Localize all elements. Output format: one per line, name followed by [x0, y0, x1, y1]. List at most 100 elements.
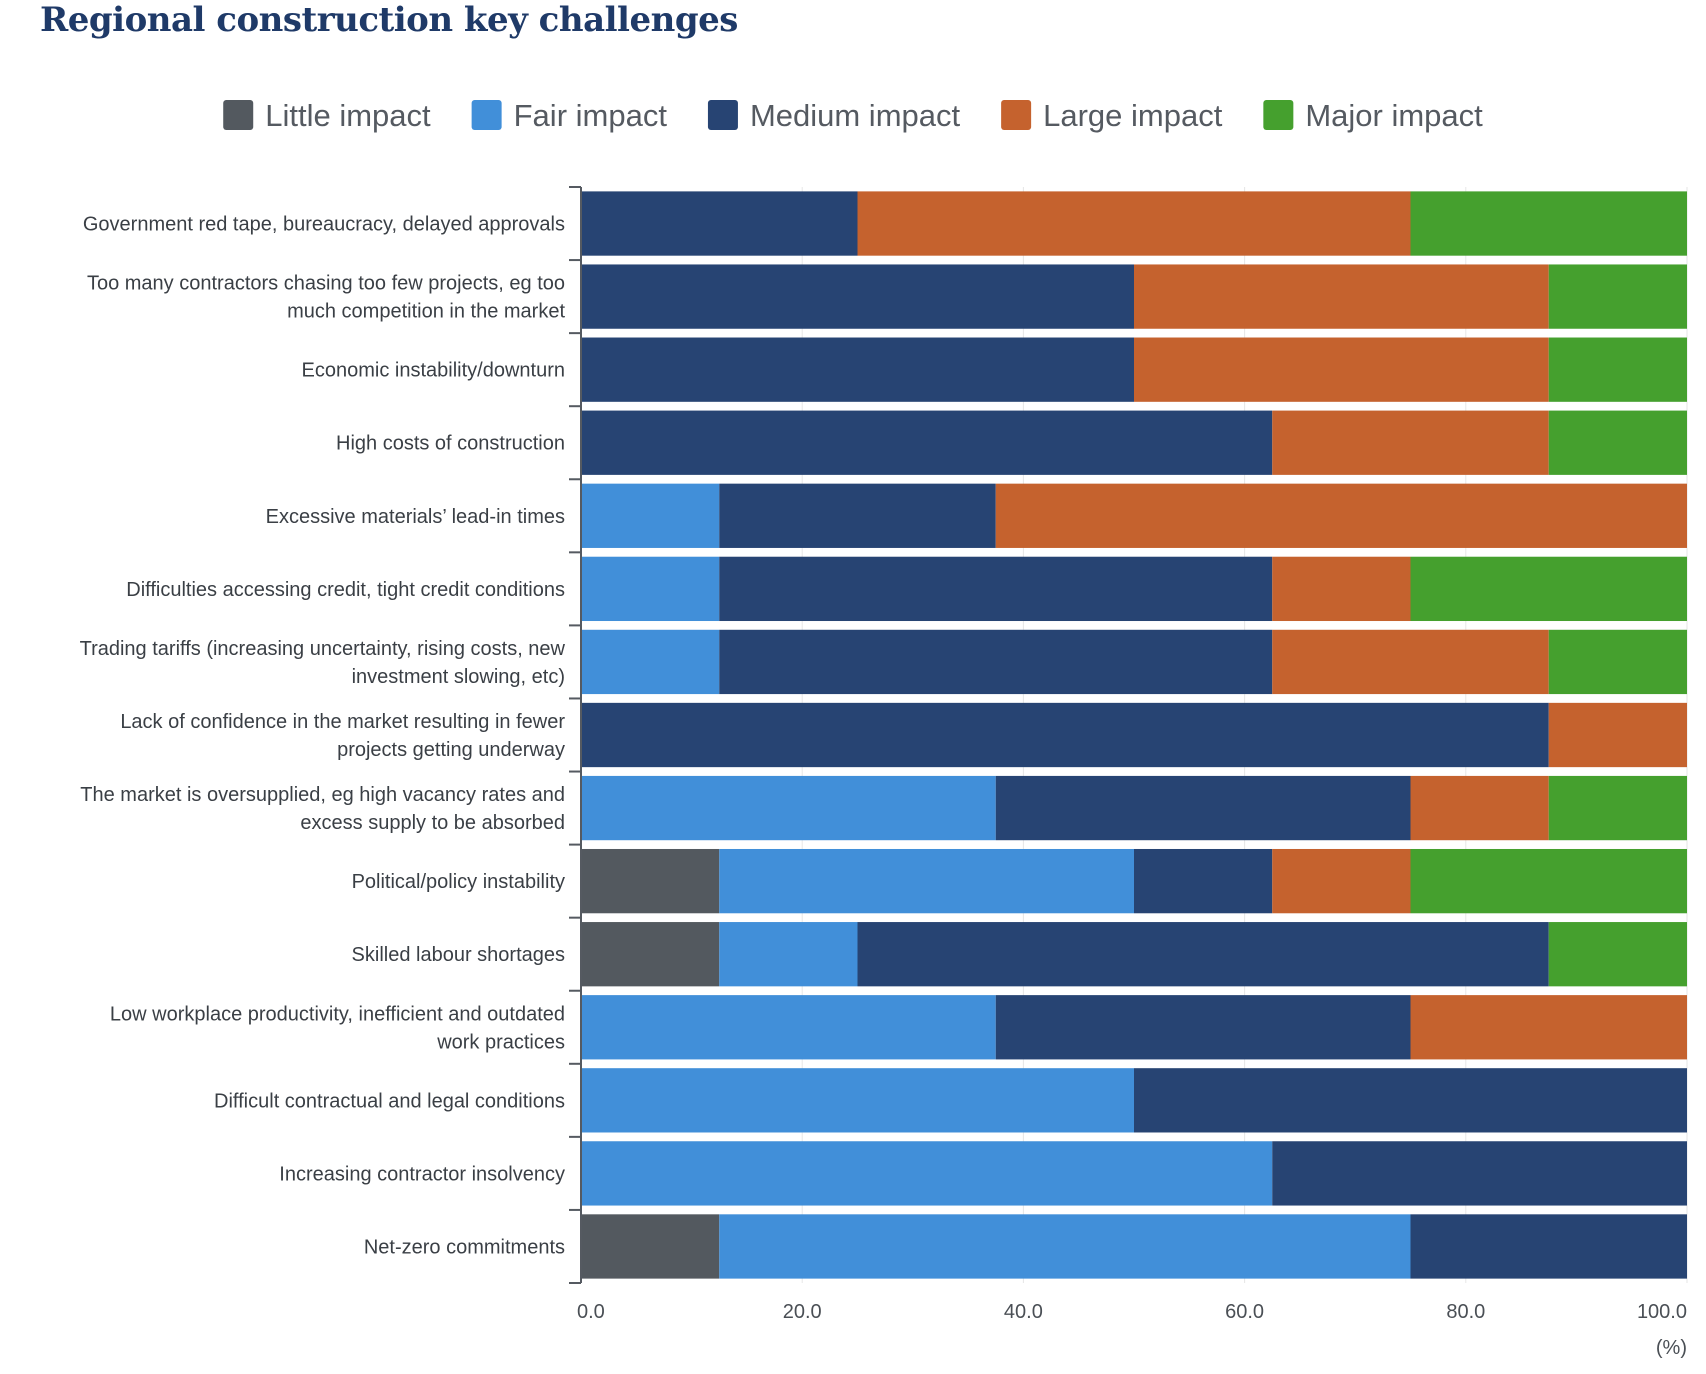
legend-swatch — [223, 100, 254, 130]
legend: Little impact Fair impact Medium impact Lar… — [223, 98, 1483, 133]
bar-fair-impact — [581, 483, 720, 548]
bar-large-impact — [1410, 995, 1687, 1060]
category-label-line: Low workplace productivity, inefficient … — [110, 1003, 565, 1025]
bar-medium-impact — [581, 191, 858, 256]
legend-swatch — [1263, 100, 1294, 130]
bar-medium-impact — [1134, 848, 1273, 914]
bar-large-impact — [1548, 702, 1687, 768]
bar-medium-impact — [857, 922, 1549, 987]
category-label-line: Political/policy instability — [352, 871, 565, 893]
category-label: Economic instability/downturn — [302, 360, 565, 382]
bar-major-impact — [1410, 556, 1687, 622]
category-label: Difficult contractual and legal conditio… — [214, 1090, 565, 1112]
category-label: Skilled labour shortages — [352, 944, 565, 966]
legend-swatch — [707, 100, 738, 130]
bar-major-impact — [1548, 629, 1687, 695]
category-label-line: Government red tape, bureaucracy, delaye… — [83, 214, 565, 236]
x-tick-label: 80.0 — [1446, 1301, 1485, 1323]
category-label: The market is oversupplied, eg high vaca… — [80, 784, 565, 834]
bar-little-impact — [581, 922, 720, 987]
x-axis: 0.0 20.0 40.0 60.0 80.0 100.0 (%) — [577, 1301, 1687, 1359]
category-label: Too many contractors chasing too few pro… — [87, 273, 565, 323]
legend-item[interactable]: Fair impact — [471, 98, 668, 133]
category-label: Net-zero commitments — [364, 1236, 565, 1258]
category-label-line: Too many contractors chasing too few pro… — [87, 273, 565, 295]
legend-label: Fair impact — [514, 98, 668, 133]
bar-medium-impact — [1272, 1141, 1687, 1206]
bars — [581, 191, 1687, 1279]
bar-major-impact — [1548, 775, 1687, 841]
category-label-line: Net-zero commitments — [364, 1236, 565, 1258]
bar-major-impact — [1548, 922, 1687, 987]
bar-fair-impact — [719, 922, 858, 987]
category-label: High costs of construction — [336, 433, 565, 455]
bar-large-impact — [857, 191, 1411, 256]
bar-large-impact — [1272, 848, 1411, 914]
bar-medium-impact — [995, 995, 1411, 1060]
x-axis-label: (%) — [1656, 1337, 1687, 1359]
bar-large-impact — [1272, 410, 1549, 475]
bar-medium-impact — [581, 410, 1273, 475]
bar-medium-impact — [719, 556, 1273, 622]
category-label: Low workplace productivity, inefficient … — [110, 1003, 565, 1053]
legend-label: Medium impact — [750, 98, 961, 133]
category-label-line: Economic instability/downturn — [302, 360, 565, 382]
bar-fair-impact — [581, 775, 996, 841]
category-label-line: Trading tariffs (increasing uncertainty,… — [80, 638, 566, 660]
bar-major-impact — [1410, 191, 1687, 256]
category-label: Increasing contractor insolvency — [279, 1163, 565, 1185]
x-tick-label: 0.0 — [577, 1301, 605, 1323]
bar-medium-impact — [581, 264, 1134, 329]
bar-major-impact — [1548, 337, 1687, 402]
category-label-line: Lack of confidence in the market resulti… — [120, 711, 565, 733]
x-tick-label: 60.0 — [1225, 1301, 1264, 1323]
bar-medium-impact — [719, 483, 996, 548]
bar-fair-impact — [581, 995, 996, 1060]
legend-item[interactable]: Medium impact — [707, 98, 961, 133]
bar-fair-impact — [581, 629, 720, 695]
category-label-line: Excessive materials’ lead-in times — [266, 506, 565, 528]
legend-swatch — [471, 100, 502, 130]
category-labels: Government red tape, bureaucracy, delaye… — [80, 214, 566, 1259]
legend-label: Major impact — [1305, 98, 1483, 133]
legend-item[interactable]: Little impact — [223, 98, 431, 133]
bar-large-impact — [1134, 264, 1549, 329]
bar-fair-impact — [719, 848, 1134, 914]
bar-medium-impact — [581, 337, 1134, 402]
category-label-line: Difficulties accessing credit, tight cre… — [126, 579, 565, 601]
legend-label: Large impact — [1043, 98, 1223, 133]
x-tick-label: 20.0 — [783, 1301, 822, 1323]
category-label: Lack of confidence in the market resulti… — [120, 711, 565, 761]
bar-large-impact — [1272, 556, 1411, 622]
bar-medium-impact — [719, 629, 1273, 695]
x-tick-label: 40.0 — [1004, 1301, 1043, 1323]
bar-medium-impact — [995, 775, 1411, 841]
legend-item[interactable]: Major impact — [1263, 98, 1483, 133]
category-label-line: Difficult contractual and legal conditio… — [214, 1090, 565, 1112]
bar-large-impact — [1410, 775, 1549, 841]
bar-fair-impact — [581, 1141, 1273, 1206]
category-label-line: investment slowing, etc) — [352, 666, 565, 688]
category-label: Government red tape, bureaucracy, delaye… — [83, 214, 565, 236]
legend-swatch — [1001, 100, 1032, 130]
bar-fair-impact — [581, 556, 720, 622]
bar-large-impact — [1134, 337, 1549, 402]
category-label-line: excess supply to be absorbed — [300, 812, 565, 834]
category-label: Difficulties accessing credit, tight cre… — [126, 579, 565, 601]
legend-label: Little impact — [265, 98, 431, 133]
bar-fair-impact — [581, 1068, 1134, 1133]
x-tick-label: 100.0 — [1637, 1301, 1687, 1323]
category-label-line: work practices — [436, 1031, 565, 1053]
category-label-line: The market is oversupplied, eg high vaca… — [80, 784, 565, 806]
bar-little-impact — [581, 1214, 720, 1279]
y-axis — [569, 186, 582, 1284]
legend-item[interactable]: Large impact — [1001, 98, 1223, 133]
bar-little-impact — [581, 848, 720, 914]
category-label-line: High costs of construction — [336, 433, 565, 455]
category-label: Excessive materials’ lead-in times — [266, 506, 565, 528]
category-label-line: Increasing contractor insolvency — [279, 1163, 565, 1185]
bar-fair-impact — [719, 1214, 1411, 1279]
bar-medium-impact — [1410, 1214, 1687, 1279]
category-label-line: Skilled labour shortages — [352, 944, 565, 966]
